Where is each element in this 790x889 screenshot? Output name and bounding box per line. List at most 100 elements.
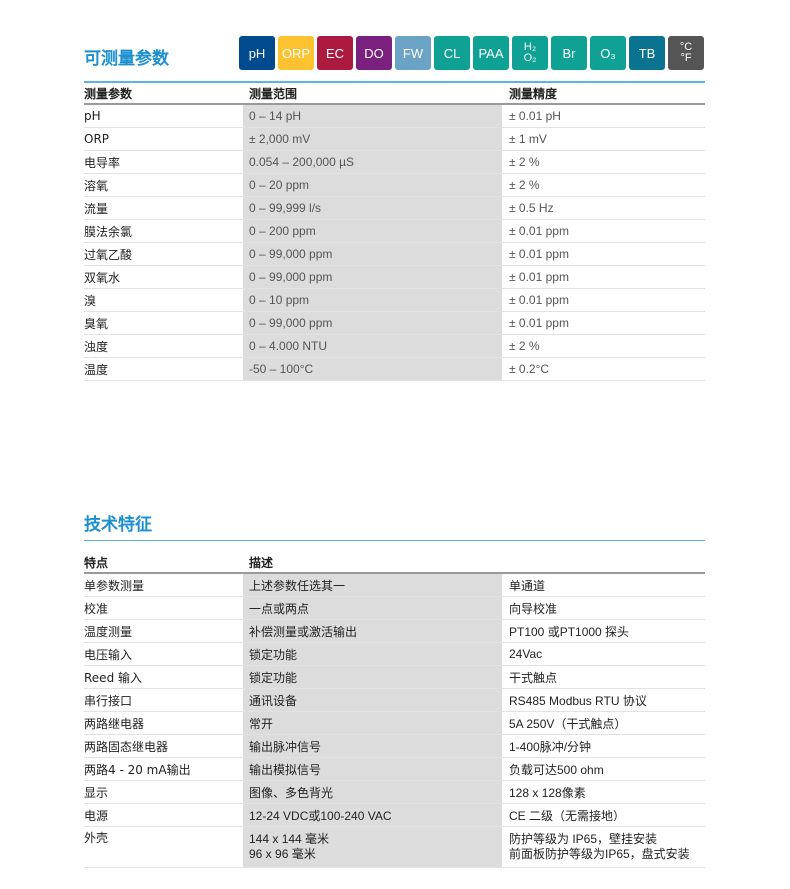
features-table: 特点 描述 单参数测量 上述参数任选其一 单通道 校准 一点或两点 向导校准 温度测量 补偿测量或…: [84, 552, 705, 868]
badge-fw: FW: [395, 36, 431, 70]
table-header-row: 测量参数 测量范围 测量精度: [84, 81, 705, 105]
range-cell: 0.054 – 200,000 µS: [243, 150, 502, 174]
value-cell: ± 0.01 ppm: [502, 288, 705, 312]
badge-top: H₂: [523, 41, 537, 53]
badge-tb: TB: [629, 36, 665, 70]
value-cell: ± 0.01 ppm: [502, 242, 705, 266]
table-row: 温度测量 补偿测量或激活输出 PT100 或PT1000 探头: [84, 619, 705, 643]
param-cell: 电导率: [84, 150, 243, 174]
table-row: 两路固态继电器 输出脉冲信号 1-400脉冲/分钟: [84, 734, 705, 758]
protection-line: 前面板防护等级为IP65，盘式安装: [509, 847, 690, 861]
table-row: 电压输入 锁定功能 24Vac: [84, 642, 705, 666]
value-cell: [502, 552, 705, 574]
table-row: 串行接口 通讯设备 RS485 Modbus RTU 协议: [84, 688, 705, 712]
param-cell: pH: [84, 104, 243, 128]
range-cell: 0 – 99,000 ppm: [243, 242, 502, 266]
value-cell: ± 0.01 ppm: [502, 311, 705, 335]
table-header-row: 特点 描述: [84, 552, 705, 574]
range-cell: 0 – 99,000 ppm: [243, 265, 502, 289]
param-cell: 外壳: [84, 826, 243, 868]
table-row: 过氧乙酸 0 – 99,000 ppm ± 0.01 ppm: [84, 242, 705, 266]
param-cell: 单参数测量: [84, 573, 243, 597]
param-cell: 流量: [84, 196, 243, 220]
table-row: 溶氧 0 – 20 ppm ± 2 %: [84, 173, 705, 197]
param-cell: 温度: [84, 357, 243, 381]
range-cell: 输出脉冲信号: [243, 734, 502, 758]
range-cell: 通讯设备: [243, 688, 502, 712]
table-row: 电导率 0.054 – 200,000 µS ± 2 %: [84, 150, 705, 174]
value-cell: ± 0.5 Hz: [502, 196, 705, 220]
value-cell: 负载可达500 ohm: [502, 757, 705, 781]
param-cell: 两路继电器: [84, 711, 243, 735]
range-cell: 一点或两点: [243, 596, 502, 620]
range-cell: 0 – 4.000 NTU: [243, 334, 502, 358]
value-cell: RS485 Modbus RTU 协议: [502, 688, 705, 712]
badge-orp: ORP: [278, 36, 314, 70]
range-cell: 0 – 14 pH: [243, 104, 502, 128]
badge-cl: CL: [434, 36, 470, 70]
parameter-badges: pH ORP EC DO FW CL PAA H₂ O₂ Br O₃ TB °C °F: [239, 36, 704, 70]
range-cell: 0 – 99,000 ppm: [243, 311, 502, 335]
value-cell: 5A 250V（干式触点）: [502, 711, 705, 735]
param-cell: 串行接口: [84, 688, 243, 712]
value-cell: 24Vac: [502, 642, 705, 666]
table-row: Reed 输入 锁定功能 干式触点: [84, 665, 705, 689]
param-cell: 温度测量: [84, 619, 243, 643]
value-cell: 128 x 128像素: [502, 780, 705, 804]
badge-ec: EC: [317, 36, 353, 70]
range-cell: 锁定功能: [243, 665, 502, 689]
protection-line: 防护等级为 IP65，壁挂安装: [509, 832, 658, 846]
param-cell: 双氧水: [84, 265, 243, 289]
param-cell: 溶氧: [84, 173, 243, 197]
section-title-measurable-parameters: 可测量参数: [84, 49, 169, 69]
value-cell: 单通道: [502, 573, 705, 597]
param-cell: 电源: [84, 803, 243, 827]
table-row: 双氧水 0 – 99,000 ppm ± 0.01 ppm: [84, 265, 705, 289]
badge-h2o2: H₂ O₂: [512, 36, 548, 70]
table-row: 温度 -50 – 100°C ± 0.2°C: [84, 357, 705, 381]
range-cell: 0 – 99,999 l/s: [243, 196, 502, 220]
value-cell: ± 1 mV: [502, 127, 705, 151]
value-cell: PT100 或PT1000 探头: [502, 619, 705, 643]
param-cell: 两路固态继电器: [84, 734, 243, 758]
badge-ph: pH: [239, 36, 275, 70]
value-cell: 测量精度: [502, 81, 705, 105]
size-line: 144 x 144 毫米: [249, 832, 330, 846]
value-cell: ± 2 %: [502, 150, 705, 174]
value-cell: 向导校准: [502, 596, 705, 620]
param-cell: Reed 输入: [84, 665, 243, 689]
badge-bottom: O₂: [523, 52, 537, 64]
param-cell: 显示: [84, 780, 243, 804]
value-cell: ± 2 %: [502, 334, 705, 358]
table-row: 臭氧 0 – 99,000 ppm ± 0.01 ppm: [84, 311, 705, 335]
table-row: 校准 一点或两点 向导校准: [84, 596, 705, 620]
size-line: 96 x 96 毫米: [249, 847, 316, 861]
range-cell: -50 – 100°C: [243, 357, 502, 381]
range-cell: 上述参数任选其一: [243, 573, 502, 597]
range-cell: 144 x 144 毫米 96 x 96 毫米: [243, 826, 502, 868]
range-cell: 12-24 VDC或100-240 VAC: [243, 803, 502, 827]
range-cell: 描述: [243, 552, 502, 574]
range-cell: 测量范围: [243, 81, 502, 105]
parameters-table: 测量参数 测量范围 测量精度 pH 0 – 14 pH ± 0.01 pH ORP ± 2,0…: [84, 81, 705, 381]
badge-paa: PAA: [473, 36, 509, 70]
badge-o: O₃: [590, 36, 626, 70]
section-title-technical-features: 技术特征: [84, 515, 152, 535]
badge-br: Br: [551, 36, 587, 70]
param-cell: 两路4 - 20 mA输出: [84, 757, 243, 781]
param-cell: 臭氧: [84, 311, 243, 335]
param-cell: ORP: [84, 127, 243, 151]
param-cell: 电压输入: [84, 642, 243, 666]
range-cell: ± 2,000 mV: [243, 127, 502, 151]
badge-cf: °C °F: [668, 36, 704, 70]
table-row: 显示 图像、多色背光 128 x 128像素: [84, 780, 705, 804]
table-row: 单参数测量 上述参数任选其一 单通道: [84, 573, 705, 597]
table-row: 两路继电器 常开 5A 250V（干式触点）: [84, 711, 705, 735]
range-cell: 补偿测量或激活输出: [243, 619, 502, 643]
value-cell: ± 0.01 pH: [502, 104, 705, 128]
badge-top: °C: [679, 41, 693, 53]
value-cell: ± 0.01 ppm: [502, 219, 705, 243]
range-cell: 图像、多色背光: [243, 780, 502, 804]
